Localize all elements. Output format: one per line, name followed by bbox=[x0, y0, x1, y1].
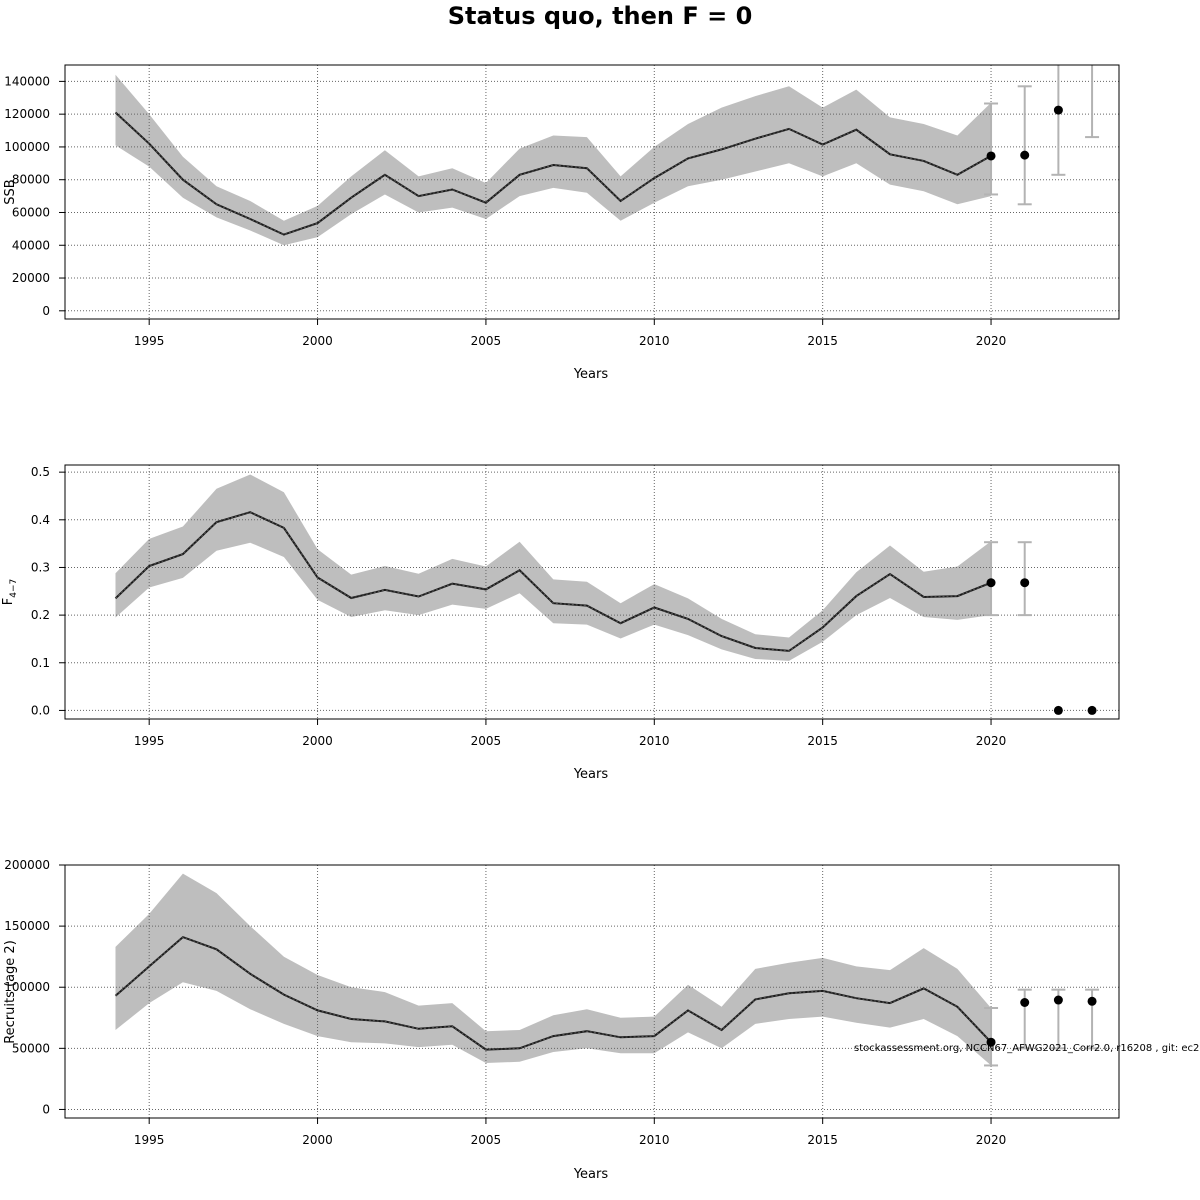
recruits-forecast-point bbox=[1053, 995, 1063, 1005]
recruits-forecast-point bbox=[1020, 998, 1030, 1007]
ssb-y-tick-label: 120000 bbox=[4, 107, 50, 121]
ssb-y-tick-label: 140000 bbox=[4, 74, 50, 88]
recruits-forecast-point bbox=[986, 1037, 996, 1047]
recruits-x-tick-label: 2010 bbox=[639, 1133, 670, 1147]
ssb-panel: 1995 2000 2005 2010 2015 2020 0 20000 40000 60000… bbox=[3, 64, 1120, 382]
recruits-axes-layer: 1995 2000 2005 2010 2015 2020 0 50000 100000 1500… bbox=[4, 858, 1120, 1147]
recruits-y-tick-label: 0 bbox=[42, 1102, 50, 1116]
ssb-y-tick-label: 20000 bbox=[12, 271, 50, 285]
f-x-tick-label: 2015 bbox=[807, 734, 838, 748]
recruits-y-axis-label: Recruits (age 2) bbox=[3, 940, 18, 1044]
f-forecast-point bbox=[986, 578, 996, 588]
f-forecast-layer bbox=[984, 541, 1097, 715]
f-forecast-point bbox=[1087, 705, 1097, 715]
recruits-x-tick-label: 2020 bbox=[976, 1133, 1007, 1147]
f-plot-frame bbox=[64, 464, 1120, 720]
recruits-y-tick-label: 150000 bbox=[4, 919, 50, 933]
f-x-axis-label: Years bbox=[573, 767, 609, 782]
f-estimate-line-dots bbox=[115, 511, 992, 652]
f-y-tick-label: 0.3 bbox=[31, 560, 50, 574]
ssb-y-tick-label: 60000 bbox=[12, 205, 50, 219]
f-y-axis-label: F4−7 bbox=[1, 579, 19, 605]
f-forecast-point bbox=[1020, 578, 1030, 588]
ssb-band-layer bbox=[115, 74, 991, 246]
ssb-forecast-point bbox=[1020, 150, 1030, 160]
recruits-x-tick-label: 1995 bbox=[134, 1133, 165, 1147]
recruits-y-tick-label: 100000 bbox=[4, 980, 50, 994]
f-axes-layer: 1995 2000 2005 2010 2015 2020 0.0 0.1 0.2 0.3 0.4 0… bbox=[31, 464, 1120, 748]
recruits-x-tick-label: 2015 bbox=[807, 1133, 838, 1147]
recruits-y-tick-label: 200000 bbox=[4, 858, 50, 872]
f-band-layer bbox=[115, 474, 991, 661]
ssb-x-tick-label: 2005 bbox=[471, 334, 502, 348]
ssb-y-tick-label: 80000 bbox=[12, 173, 50, 187]
watermark-text: stockassessment.org, NCCN67_AFWG2021_Cor… bbox=[854, 1043, 1200, 1054]
ssb-estimate-line-dots bbox=[115, 112, 992, 236]
f-confidence-band bbox=[115, 474, 991, 661]
recruits-forecast-layer bbox=[984, 988, 1100, 1067]
ssb-x-axis-label: Years bbox=[573, 367, 609, 382]
recruits-x-axis-label: Years bbox=[573, 1167, 609, 1182]
ssb-forecast-point bbox=[986, 151, 996, 161]
ssb-y-tick-label: 100000 bbox=[4, 140, 50, 154]
f-x-tick-label: 2000 bbox=[302, 734, 333, 748]
f-line-layer bbox=[114, 511, 992, 652]
f-x-tick-label: 2020 bbox=[976, 734, 1007, 748]
ssb-line-layer bbox=[114, 111, 992, 236]
recruits-confidence-band bbox=[115, 873, 991, 1066]
recruits-panel: 1995 2000 2005 2010 2015 2020 0 50000 100000 1500… bbox=[3, 858, 1200, 1182]
f-y-tick-label: 0.0 bbox=[31, 703, 50, 717]
ssb-forecast-layer bbox=[984, 65, 1100, 206]
f-y-tick-label: 0.4 bbox=[31, 513, 50, 527]
ssb-x-tick-label: 2020 bbox=[976, 334, 1007, 348]
main-title: Status quo, then F = 0 bbox=[448, 2, 753, 30]
recruits-band-layer bbox=[115, 873, 991, 1066]
ssb-plot-frame bbox=[64, 64, 1120, 320]
recruits-y-tick-label: 50000 bbox=[12, 1041, 50, 1055]
f-y-tick-label: 0.5 bbox=[31, 465, 50, 479]
ssb-y-axis-label: SSB bbox=[3, 179, 18, 204]
ssb-forecast-point bbox=[1053, 105, 1063, 115]
ssb-x-tick-label: 2000 bbox=[302, 334, 333, 348]
recruits-estimate-line bbox=[114, 935, 992, 1051]
f-x-tick-label: 1995 bbox=[134, 734, 165, 748]
f-y-axis-label-subscript: 4−7 bbox=[9, 579, 19, 598]
ssb-x-tick-label: 2010 bbox=[639, 334, 670, 348]
ssb-x-tick-label: 2015 bbox=[807, 334, 838, 348]
recruits-x-tick-label: 2005 bbox=[471, 1133, 502, 1147]
ssb-confidence-band bbox=[115, 74, 991, 246]
f-y-tick-label: 0.1 bbox=[31, 656, 50, 670]
fishing-mortality-panel: 1995 2000 2005 2010 2015 2020 0.0 0.1 0.2 0.3 0.4 0… bbox=[1, 464, 1120, 782]
ssb-x-tick-label: 1995 bbox=[134, 334, 165, 348]
ssb-y-tick-label: 40000 bbox=[12, 238, 50, 252]
recruits-plot-frame bbox=[64, 864, 1120, 1119]
f-x-tick-label: 2005 bbox=[471, 734, 502, 748]
recruits-line-layer bbox=[114, 935, 992, 1051]
ssb-y-tick-label: 0 bbox=[42, 304, 50, 318]
recruits-x-tick-label: 2000 bbox=[302, 1133, 333, 1147]
f-y-tick-label: 0.2 bbox=[31, 608, 50, 622]
recruits-forecast-point bbox=[1087, 996, 1097, 1006]
f-forecast-point bbox=[1053, 705, 1063, 715]
f-x-tick-label: 2010 bbox=[639, 734, 670, 748]
ssb-axes-layer: 1995 2000 2005 2010 2015 2020 0 20000 40000 60000… bbox=[4, 64, 1120, 348]
